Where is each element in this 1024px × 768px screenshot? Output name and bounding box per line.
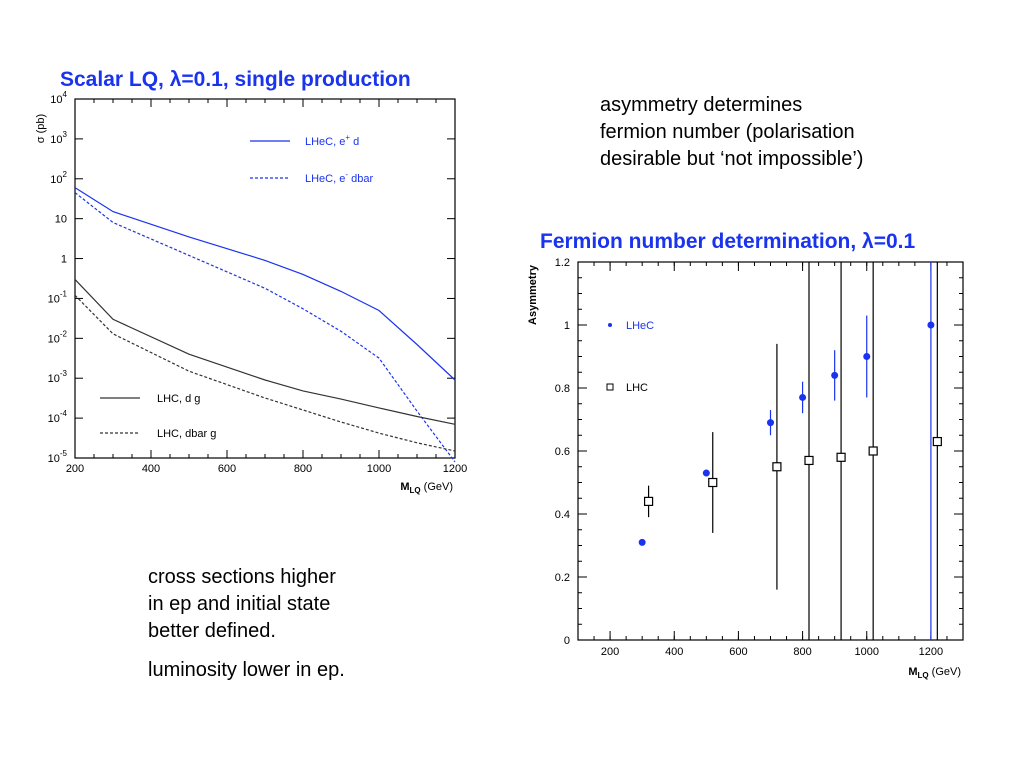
chart2-ylabel: Asymmetry [527,264,539,325]
data-point-lhec [638,538,646,546]
chart2-xlabel: MLQ (GeV) [908,666,961,680]
y-tick-label: 0.8 [555,383,570,395]
chart1-frame [74,98,456,459]
y-tick-label: 1 [61,254,67,266]
y-tick-label: 103 [50,130,67,146]
x-tick-label: 1000 [367,463,391,475]
data-point-lhec [702,469,710,477]
y-tick-label: 1.2 [555,257,570,269]
data-point-lhc [708,477,718,488]
note-bottom-left: cross sections higher in ep and initial … [148,564,345,684]
x-tick-label: 1200 [443,463,467,475]
note-line: in ep and initial state [148,593,331,615]
chart1-ylabel: σ (pb) [35,114,47,143]
legend-label-0: LHeC, e+ d [305,133,359,148]
note-line: asymmetry determines [600,94,803,116]
y-tick-label: 10-4 [48,409,68,425]
data-point-lhc [836,452,846,462]
y-tick-label: 0 [564,635,570,647]
legend-marker-lhc [606,383,614,391]
y-tick-label: 0.2 [555,572,570,584]
legend-label-lhec: LHeC [626,320,654,332]
y-tick-label: 0.6 [555,446,570,458]
legend-marker-lhec [608,323,612,327]
legend-label-1: LHeC, e- dbar [305,170,373,185]
data-point-lhc [772,462,782,472]
chart1-svg: 200 400 600 800 1000 120010410310210110-110-2… [35,90,467,495]
note-line: fermion number (polarisation [600,121,855,143]
y-tick-label: 10-2 [48,329,68,345]
legend-label-lhc: LHC [626,382,648,394]
chart1-xlabel: MLQ (GeV) [400,481,453,495]
note-line: cross sections higher [148,566,336,588]
series-line-3 [74,294,456,452]
x-tick-label: 600 [218,463,236,475]
y-tick-label: 10-1 [48,289,68,305]
y-tick-label: 0.4 [555,509,570,521]
x-tick-label: 400 [665,646,683,658]
x-tick-label: 200 [601,646,619,658]
x-tick-label: 400 [142,463,160,475]
data-point-lhc [868,446,878,456]
data-point-lhc [932,436,942,447]
x-tick-label: 600 [729,646,747,658]
x-tick-label: 800 [793,646,811,658]
y-tick-label: 104 [50,90,67,106]
chart2-frame [577,261,964,641]
chart2-title: Fermion number determination, λ=0.1 [540,230,916,253]
y-tick-label: 10-3 [48,369,68,385]
y-tick-label: 10 [55,214,67,226]
note-top-right: asymmetry determines fermion number (pol… [600,92,863,173]
note-line: desirable but ‘not impossible’) [600,148,864,170]
series-line-0 [74,187,456,381]
data-point-lhc [643,496,654,506]
x-tick-label: 800 [294,463,312,475]
data-point-lhec [863,353,871,360]
x-tick-label: 1000 [855,646,879,658]
data-point-lhc [804,455,814,466]
y-tick-label: 1 [564,320,570,332]
data-point-lhec [831,371,839,379]
legend-label-3: LHC, dbar g [157,428,216,440]
chart2-svg: 200 400 600 800 1000 1200 1.2 1 0.8 0.6 0.4 0.2 0 Asy… [527,257,964,680]
legend-label-2: LHC, d g [157,393,200,405]
x-tick-label: 200 [66,463,84,475]
data-point-lhec [927,321,935,329]
note-line: better defined. [148,620,276,642]
y-tick-label: 102 [50,170,67,186]
x-tick-label: 1200 [919,646,943,658]
series-line-2 [74,278,456,425]
y-tick-label: 10-5 [48,449,68,465]
chart1-title: Scalar LQ, λ=0.1, single production [60,68,411,91]
note-line: luminosity lower in ep. [148,659,345,681]
series-line-1 [74,192,456,463]
data-point-lhec [767,419,774,427]
data-point-lhec [799,393,807,401]
